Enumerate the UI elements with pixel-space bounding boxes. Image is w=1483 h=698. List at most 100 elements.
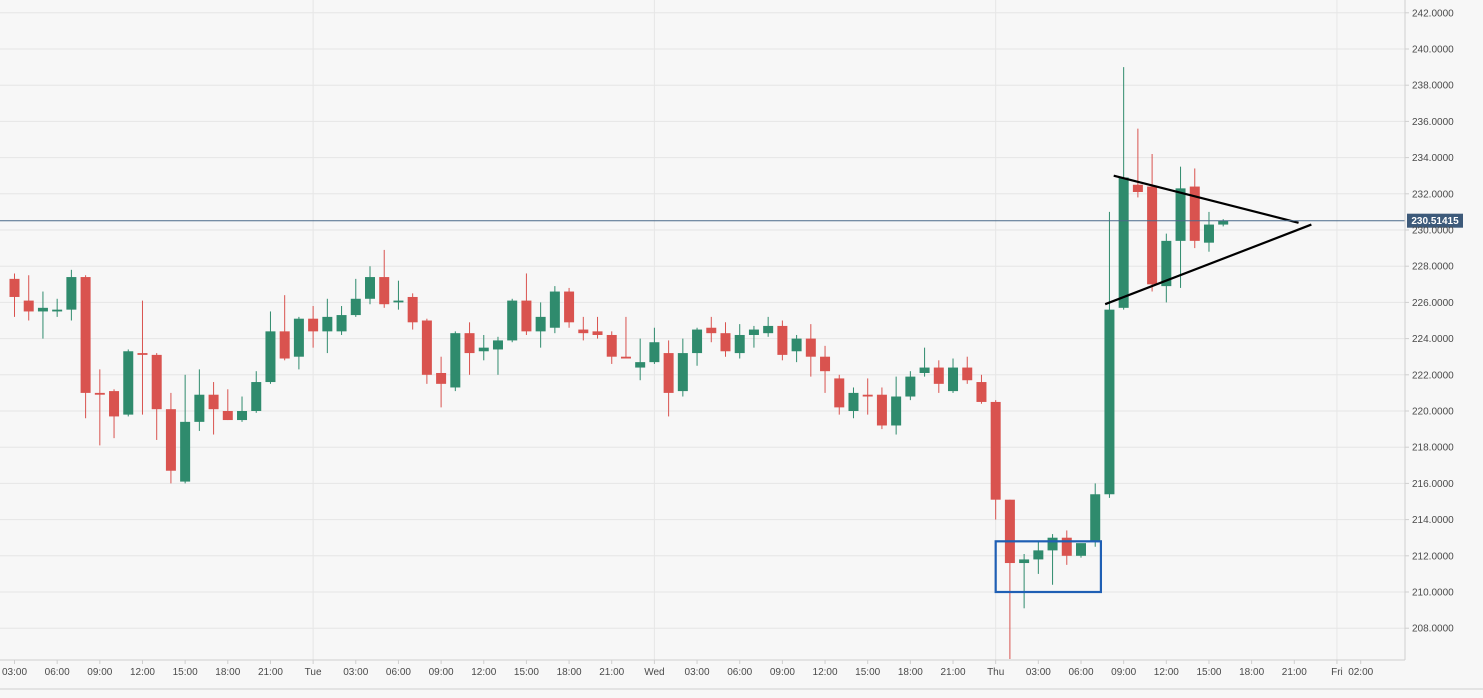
candle-bearish bbox=[521, 273, 532, 335]
candle-bearish bbox=[777, 320, 788, 361]
candle-bullish bbox=[251, 371, 262, 413]
y-tick-label: 230.0000 bbox=[1412, 226, 1454, 237]
candle-bullish bbox=[37, 291, 48, 339]
candle-bullish bbox=[891, 376, 902, 435]
candle-bearish bbox=[222, 389, 233, 421]
x-tick-label: 06:00 bbox=[1068, 667, 1093, 678]
candle-body bbox=[1218, 220, 1229, 225]
candle-body bbox=[52, 309, 63, 312]
candle-body bbox=[279, 331, 290, 359]
candle-bearish bbox=[592, 316, 603, 339]
candle-body bbox=[464, 333, 475, 354]
candle-bullish bbox=[791, 334, 802, 363]
current-price-label: 230.51415 bbox=[1411, 216, 1459, 227]
candle-body bbox=[677, 353, 688, 392]
candle-body bbox=[1033, 550, 1044, 560]
candle-body bbox=[1076, 543, 1086, 556]
candle-body bbox=[208, 394, 219, 410]
y-tick-label: 224.0000 bbox=[1412, 334, 1454, 345]
candle-bullish bbox=[763, 316, 774, 337]
candle-body bbox=[649, 342, 660, 363]
candle-bearish bbox=[990, 400, 1001, 520]
candle-bullish bbox=[692, 327, 703, 366]
candle-body bbox=[734, 334, 745, 354]
candle-body bbox=[194, 394, 205, 422]
candle-bearish bbox=[279, 295, 290, 361]
candle-bullish bbox=[237, 396, 248, 422]
x-tick-label: Fri bbox=[1331, 667, 1343, 678]
y-tick-label: 218.0000 bbox=[1412, 443, 1454, 454]
candle-body bbox=[777, 325, 788, 355]
y-tick-label: 236.0000 bbox=[1412, 117, 1454, 128]
candle-body bbox=[9, 278, 20, 297]
candle-body bbox=[549, 291, 560, 328]
candle-bearish bbox=[805, 324, 816, 377]
candle-bearish bbox=[862, 378, 873, 415]
candle-bearish bbox=[976, 374, 987, 404]
annotations-layer: 230.51415 bbox=[0, 174, 1463, 594]
x-tick-label: 12:00 bbox=[130, 667, 155, 678]
candle-body bbox=[720, 333, 731, 352]
y-tick-label: 210.0000 bbox=[1412, 588, 1454, 599]
x-tick-label: Wed bbox=[644, 667, 664, 678]
candle-bearish bbox=[820, 345, 831, 393]
current-price-label-bg bbox=[1407, 213, 1463, 228]
candle-bullish bbox=[1118, 67, 1129, 310]
candle-body bbox=[763, 325, 774, 334]
candle-body bbox=[606, 334, 617, 357]
candle-body bbox=[450, 333, 461, 388]
x-tick-label: 06:00 bbox=[386, 667, 411, 678]
candle-body bbox=[848, 392, 859, 411]
x-tick-label: Tue bbox=[305, 667, 322, 678]
candle-body bbox=[1004, 499, 1015, 564]
candle-body bbox=[237, 411, 248, 421]
candle-bearish bbox=[208, 382, 219, 435]
candle-bullish bbox=[649, 327, 660, 364]
y-tick-label: 214.0000 bbox=[1412, 515, 1454, 526]
candle-bearish bbox=[151, 353, 162, 440]
candle-body bbox=[1104, 309, 1115, 495]
candle-bearish bbox=[23, 275, 34, 321]
pennant-upper-trendline bbox=[1113, 174, 1299, 224]
y-tick-label: 222.0000 bbox=[1412, 370, 1454, 381]
candle-bullish bbox=[194, 369, 205, 431]
x-tick-label: 18:00 bbox=[898, 667, 923, 678]
y-tick-label: 220.0000 bbox=[1412, 407, 1454, 418]
x-tick-label: 03:00 bbox=[685, 667, 710, 678]
x-tick-label: 06:00 bbox=[727, 667, 752, 678]
x-tick-label: 18:00 bbox=[1239, 667, 1264, 678]
candle-bearish bbox=[464, 322, 475, 375]
x-tick-label: 15:00 bbox=[514, 667, 539, 678]
candle-bearish bbox=[1132, 128, 1143, 198]
candle-body bbox=[37, 307, 48, 312]
candle-body bbox=[1203, 224, 1214, 243]
candle-body bbox=[265, 331, 276, 383]
candle-bearish bbox=[706, 316, 717, 343]
candle-bearish bbox=[1004, 499, 1015, 659]
candle-body bbox=[905, 376, 916, 397]
candle-bearish bbox=[80, 275, 91, 419]
candle-bullish bbox=[123, 349, 134, 417]
candle-bullish bbox=[365, 266, 375, 305]
candle-bullish bbox=[948, 358, 959, 393]
y-tick-label: 234.0000 bbox=[1412, 153, 1454, 164]
x-tick-label: 18:00 bbox=[215, 667, 240, 678]
candle-bullish bbox=[293, 316, 304, 370]
candle-bullish bbox=[905, 371, 916, 401]
candle-body bbox=[791, 338, 802, 352]
candle-body bbox=[876, 394, 887, 426]
candle-bullish bbox=[507, 298, 518, 343]
y-tick-label: 208.0000 bbox=[1412, 624, 1454, 635]
candle-body bbox=[1118, 177, 1129, 308]
x-tick-label: 12:00 bbox=[813, 667, 838, 678]
x-tick-label: 21:00 bbox=[1282, 667, 1307, 678]
candle-body bbox=[94, 392, 105, 395]
candle-body bbox=[492, 340, 503, 350]
candle-bearish bbox=[720, 322, 731, 357]
candle-body bbox=[336, 315, 347, 332]
candle-body bbox=[578, 329, 589, 334]
grid-layer bbox=[0, 0, 1405, 660]
candle-body bbox=[1047, 537, 1058, 551]
candle-bullish bbox=[1019, 553, 1030, 609]
